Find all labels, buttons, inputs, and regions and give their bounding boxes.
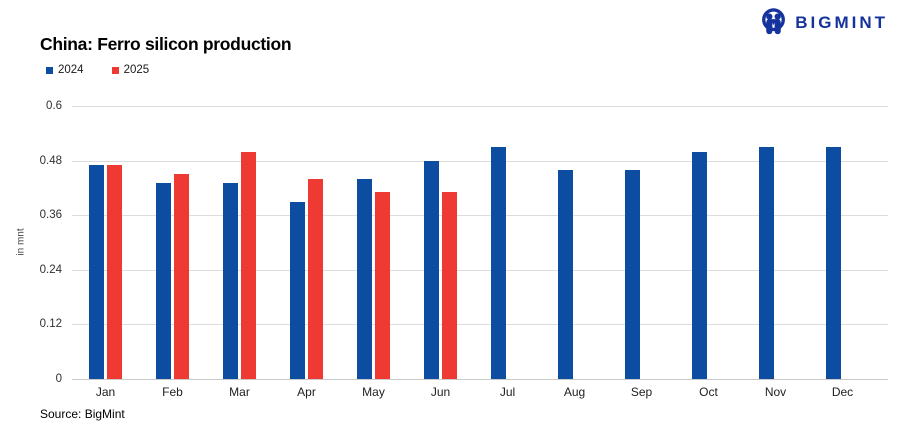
bar-group-Mar [206,106,273,379]
legend-label-2024: 2024 [58,64,84,76]
legend-item-2025: 2025 [111,64,150,76]
bar-2024-Apr [290,201,305,379]
legend-label-2025: 2025 [123,64,150,76]
x-tick-label-Jun: Jun [430,385,451,399]
bar-2024-Jul [491,146,506,379]
bar-group-Jul [474,106,541,379]
bar-2025-Jan [107,165,122,379]
x-tick-label-May: May [362,385,385,399]
bar-2024-May [357,178,372,379]
bar-2024-Aug [558,169,573,379]
bar-2025-Apr [308,178,323,379]
x-tick-label-Jan: Jan [95,385,116,399]
bar-2024-Jan [89,165,104,379]
bar-group-Nov [742,106,809,379]
x-tick-label-Apr: Apr [297,385,316,399]
x-axis-labels: Jan Feb Mar Apr May Jun Jul Aug Sep Oct Nov Dec [72,385,888,399]
bar-2024-Jun [424,160,439,379]
gridline-0.48 [72,160,888,162]
chart-title: China: Ferro silicon production [40,34,292,54]
y-tick-label-0.36: 0.36 [39,209,62,222]
bar-2025-May [375,192,390,379]
bar-2024-Mar [223,183,238,379]
bar-series [72,106,888,379]
bar-group-Sep [608,106,675,379]
bar-2024-Oct [692,151,707,379]
x-tick-label-Dec: Dec [831,385,854,399]
bar-group-Aug [541,106,608,379]
bar-group-Jun [407,106,474,379]
bar-group-Jan [72,106,139,379]
bar-group-May [340,106,407,379]
bar-2024-Feb [156,183,171,379]
bigmint-logo-text: BIGMINT [795,12,888,32]
gridline-0.12 [72,324,888,326]
legend-swatch-2024 [46,66,53,74]
y-tick-label-0.48: 0.48 [39,154,62,167]
plot-area [72,106,888,380]
x-tick-label-Mar: Mar [229,385,250,399]
y-tick-label-0: 0 [55,373,62,385]
bar-group-Oct [675,106,742,379]
y-tick-label-0.12: 0.12 [39,318,62,331]
y-tick-label-0.6: 0.6 [46,100,62,112]
bar-2024-Nov [759,146,774,379]
gridline-0 [72,379,888,380]
x-tick-label-Aug: Aug [563,385,586,399]
legend-item-2024: 2024 [46,64,84,76]
bar-2025-Feb [174,174,189,379]
gridline-0.24 [72,269,888,271]
x-tick-label-Jul: Jul [499,385,516,399]
bar-group-Dec [809,106,876,379]
y-axis-title: in mnt [15,228,27,256]
bigmint-logo: BIGMINT [760,8,888,37]
gridline-0.36 [72,215,888,217]
legend-swatch-2025 [111,66,119,74]
bar-group-Feb [139,106,206,379]
x-tick-label-Sep: Sep [630,385,653,399]
x-tick-label-Oct: Oct [699,385,718,399]
legend: 2024 2025 [46,64,149,76]
source-note: Source: BigMint [40,407,125,421]
bar-2025-Jun [442,192,457,379]
y-tick-label-0.24: 0.24 [39,263,62,276]
bar-2025-Mar [241,151,256,379]
x-tick-label-Feb: Feb [162,385,183,399]
x-tick-label-Nov: Nov [764,385,787,399]
gridline-0.6 [72,106,888,107]
bar-2024-Sep [625,169,640,379]
bigmint-logo-icon [762,8,786,35]
bar-group-Apr [273,106,340,379]
bar-2024-Dec [826,146,841,379]
